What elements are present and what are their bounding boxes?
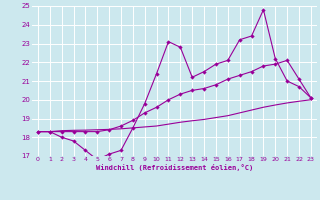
X-axis label: Windchill (Refroidissement éolien,°C): Windchill (Refroidissement éolien,°C): [96, 164, 253, 171]
